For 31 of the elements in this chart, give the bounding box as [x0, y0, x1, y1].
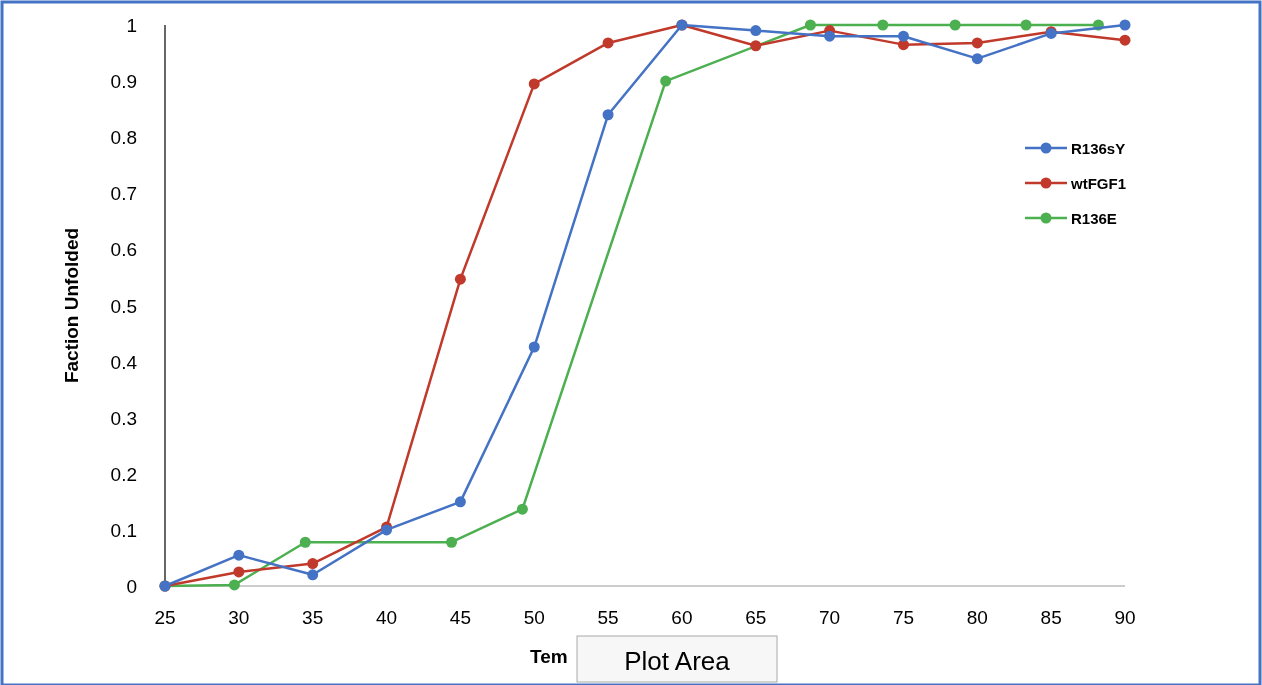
x-tick-label: 70: [819, 607, 841, 628]
y-tick-label: 0.7: [110, 183, 137, 205]
x-tick-label: 90: [1114, 607, 1136, 628]
legend-label: R136sY: [1071, 140, 1126, 157]
y-tick-label: 0.8: [110, 127, 137, 149]
x-tick-label: 75: [892, 607, 915, 628]
x-tick-label: 50: [523, 607, 545, 628]
x-tick-label: 25: [154, 607, 176, 628]
y-tick-label: 0.4: [110, 351, 138, 373]
legend-label: R136E: [1071, 210, 1117, 227]
x-tick-label: 30: [228, 607, 250, 628]
x-tick-label: 45: [449, 607, 471, 628]
x-tick-label: 80: [966, 607, 988, 628]
x-tick-label: 65: [745, 607, 767, 628]
y-tick-label: 0.9: [110, 71, 137, 93]
y-tick-label: 0.5: [110, 295, 137, 317]
x-tick-label: 85: [1040, 607, 1062, 628]
x-axis-title: Tem: [530, 646, 568, 667]
x-tick-label: 55: [597, 607, 619, 628]
x-tick-label: 35: [302, 607, 324, 628]
y-tick-label: 0.3: [110, 407, 137, 429]
y-tick-label: 1: [126, 15, 137, 36]
y-tick-label: 0.2: [110, 463, 137, 485]
legend-label: wtFGF1: [1070, 175, 1126, 192]
y-tick-label: 0.6: [110, 239, 137, 261]
text: Plot Area: [624, 646, 731, 676]
x-tick-label: 60: [671, 607, 693, 628]
y-tick-label: 0: [126, 576, 137, 597]
y-axis-title: Faction Unfolded: [61, 227, 82, 384]
y-tick-label: 0.1: [110, 519, 137, 541]
x-tick-label: 40: [375, 607, 398, 628]
